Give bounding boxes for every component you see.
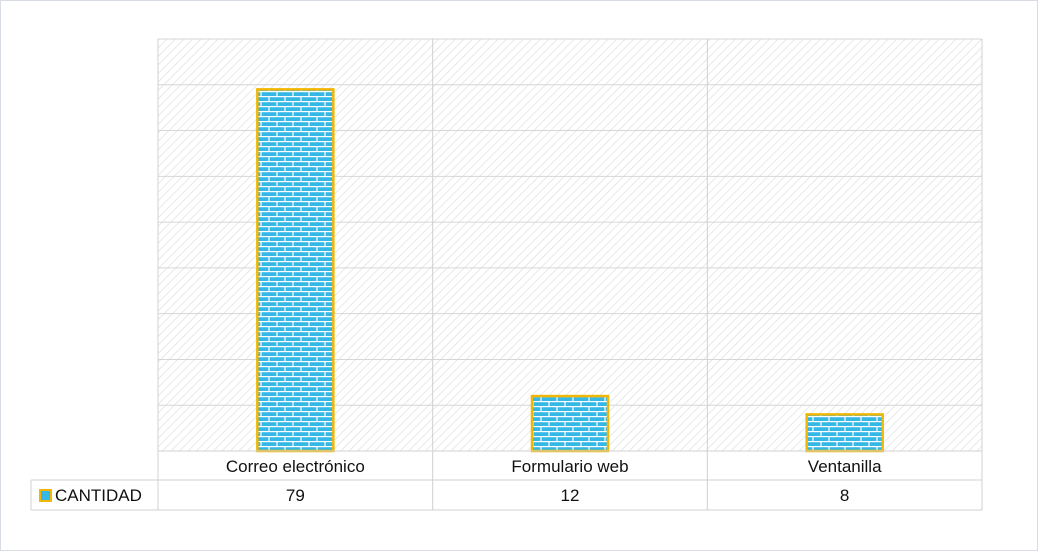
legend-label: CANTIDAD [55,486,142,505]
bar [805,413,884,453]
x-tick-label: Correo electrónico [226,457,365,476]
x-tick-label: Ventanilla [808,457,882,476]
legend-swatch [39,489,52,502]
x-tick-label: Formulario web [511,457,628,476]
data-table-value: 8 [840,486,849,505]
data-table-value: 79 [286,486,305,505]
bar-series [256,88,884,453]
data-table-value: 12 [561,486,580,505]
data-table: Correo electrónico Formulario web Ventanil… [30,450,982,511]
bar [530,394,610,453]
bar [256,88,335,453]
